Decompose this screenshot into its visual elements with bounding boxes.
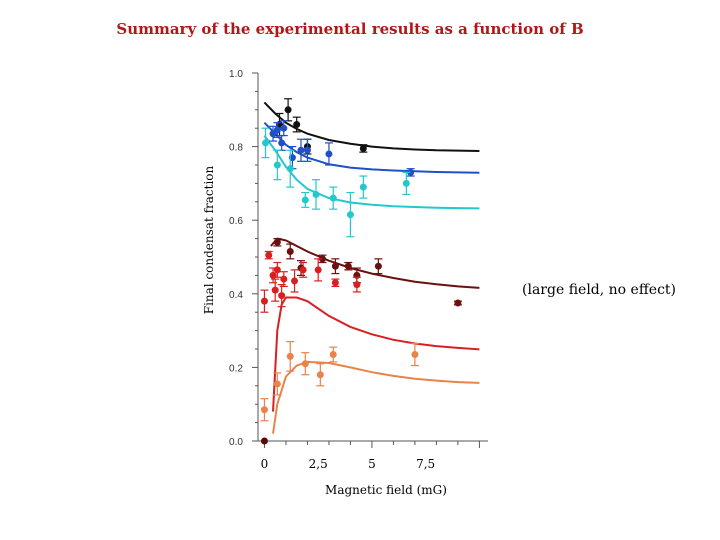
- data-point: [346, 211, 354, 219]
- x-tick-label: 0: [261, 457, 269, 471]
- data-point: [329, 351, 337, 359]
- data-point: [329, 194, 337, 202]
- data-point: [331, 262, 339, 270]
- data-point: [344, 262, 352, 270]
- fit-curve-red: [272, 296, 480, 412]
- data-point: [273, 126, 281, 134]
- data-point: [265, 251, 273, 259]
- y-tick-label: 0.2: [229, 363, 243, 374]
- x-tick-label: 7,5: [416, 457, 435, 471]
- data-point: [359, 144, 367, 152]
- axes: 0.0 0.2 0.4 0.6 0.8 1.0 0 2,5 5 7,5: [229, 69, 488, 471]
- data-point: [273, 380, 281, 388]
- y-tick-label: 0.4: [229, 290, 243, 301]
- data-point: [331, 279, 339, 287]
- data-point: [280, 275, 288, 283]
- data-point: [293, 121, 301, 129]
- data-point: [260, 437, 268, 445]
- data-point: [318, 255, 326, 263]
- data-point: [273, 266, 281, 274]
- y-tick-label: 0.0: [229, 437, 243, 448]
- data-point: [280, 124, 288, 132]
- data-point: [269, 271, 277, 279]
- data-point: [402, 179, 410, 187]
- data-point: [374, 262, 382, 270]
- x-axis-label: Magnetic field (mG): [325, 483, 447, 497]
- data-point: [271, 286, 279, 294]
- data-point: [353, 281, 361, 289]
- y-tick-label: 1.0: [229, 69, 243, 80]
- data-point: [262, 139, 270, 147]
- fit-curve-black: [263, 101, 480, 152]
- data-point: [284, 106, 292, 114]
- data-point: [359, 183, 367, 191]
- annotation-large-field: (large field, no effect): [522, 282, 676, 298]
- data-point: [325, 150, 333, 158]
- data-point: [407, 168, 415, 176]
- data-point: [278, 292, 286, 300]
- data-point: [411, 351, 419, 359]
- data-point: [286, 165, 294, 173]
- fit-curve-orange: [272, 360, 480, 434]
- data-point: [260, 297, 268, 305]
- data-point: [297, 146, 305, 154]
- data-point: [286, 352, 294, 360]
- data-point: [301, 196, 309, 204]
- y-tick-label: 0.6: [229, 216, 243, 227]
- data-point: [312, 190, 320, 198]
- data-point: [291, 277, 299, 285]
- fit-curve-dark-red: [270, 237, 480, 289]
- data-point: [316, 371, 324, 379]
- x-tick-label: 2,5: [309, 457, 328, 471]
- data-point: [286, 247, 294, 255]
- fit-curve-blue: [263, 121, 480, 174]
- data-point: [260, 406, 268, 414]
- y-axis-label: Final condensat fraction: [202, 165, 216, 314]
- data-point: [454, 299, 462, 307]
- data-point: [314, 266, 322, 274]
- data-points: [260, 98, 462, 445]
- data-point: [301, 360, 309, 368]
- y-tick-label: 0.8: [229, 143, 243, 154]
- data-point: [273, 161, 281, 169]
- data-point: [299, 266, 307, 274]
- fit-curves: [263, 101, 480, 434]
- data-point: [278, 139, 286, 147]
- x-tick-label: 5: [368, 457, 376, 471]
- chart-title: Summary of the experimental results as a…: [116, 20, 584, 38]
- data-point: [273, 238, 281, 246]
- data-point: [303, 146, 311, 154]
